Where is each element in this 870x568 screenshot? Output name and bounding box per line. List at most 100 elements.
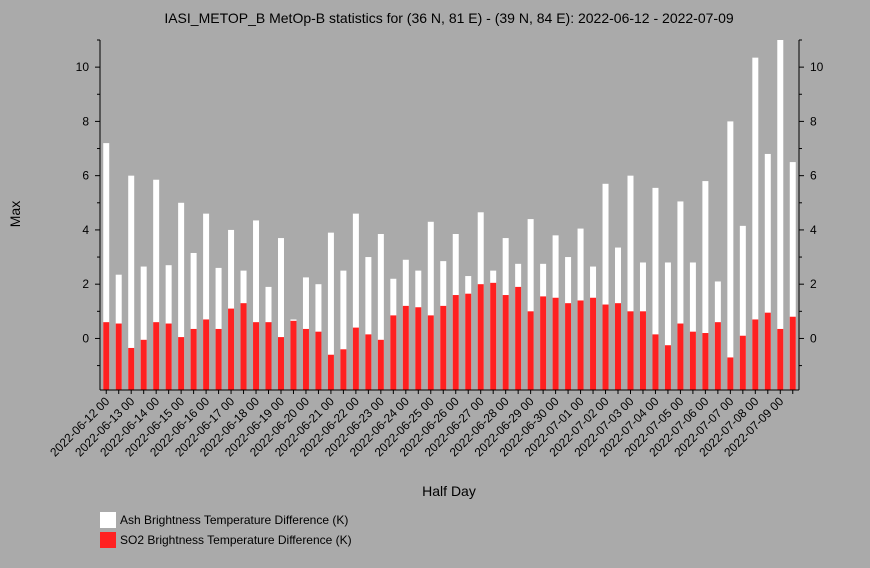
ash-bar — [427, 221, 434, 390]
so2-bar — [240, 303, 247, 390]
ash-bar — [103, 143, 110, 390]
y-tick-label-left: 0 — [82, 331, 89, 345]
plot-area — [103, 40, 796, 391]
so2-bar — [552, 297, 559, 390]
so2-bar — [452, 295, 459, 390]
so2-bar — [702, 333, 709, 390]
so2-bar — [415, 307, 422, 390]
legend-swatch-ash — [100, 512, 116, 528]
so2-bar — [277, 337, 284, 390]
y-tick-label-left: 2 — [82, 277, 89, 291]
so2-bar — [377, 339, 384, 390]
so2-bar — [128, 347, 135, 390]
so2-bar — [140, 339, 147, 390]
so2-bar — [165, 323, 172, 390]
so2-bar — [540, 296, 547, 390]
ash-bar — [153, 179, 160, 390]
ash-bar — [377, 233, 384, 390]
so2-bar — [290, 320, 297, 390]
so2-bar — [764, 312, 771, 390]
y-tick-label-right: 2 — [810, 277, 817, 291]
y-tick-label-right: 4 — [810, 223, 817, 237]
ash-bar — [602, 183, 609, 390]
y-tick-label-left: 4 — [82, 223, 89, 237]
ash-bar — [652, 187, 659, 390]
ash-bar — [190, 252, 197, 390]
so2-bar — [639, 311, 646, 390]
so2-bar — [265, 322, 272, 390]
so2-bar — [153, 322, 160, 390]
so2-bar — [402, 305, 409, 390]
so2-bar — [502, 295, 509, 390]
y-tick-label-right: 10 — [810, 60, 824, 74]
legend: Ash Brightness Temperature Difference (K… — [100, 512, 352, 548]
so2-bar — [365, 334, 372, 390]
ash-bar — [739, 225, 746, 390]
so2-bar — [652, 334, 659, 390]
so2-bar — [190, 328, 197, 390]
x-axis-label: Half Day — [422, 483, 476, 499]
y-tick-label-right: 0 — [810, 331, 817, 345]
ash-bar — [365, 257, 372, 390]
so2-bar — [178, 337, 185, 390]
ash-bar — [277, 238, 284, 390]
so2-bar — [253, 322, 260, 390]
so2-bar — [440, 305, 447, 390]
ash-bar — [627, 175, 634, 390]
so2-bar — [490, 282, 497, 390]
ash-bar — [203, 213, 210, 390]
so2-bar — [302, 328, 309, 390]
chart-title: IASI_METOP_B MetOp-B statistics for (36 … — [164, 10, 734, 26]
y-tick-label-left: 8 — [82, 114, 89, 128]
so2-bar — [465, 293, 472, 390]
ash-bar — [664, 262, 671, 390]
so2-bar — [115, 323, 122, 390]
ash-bar — [702, 181, 709, 390]
so2-bar — [677, 323, 684, 390]
so2-bar — [352, 327, 359, 390]
so2-bar — [515, 286, 522, 390]
ash-bar — [253, 220, 260, 390]
so2-bar — [427, 315, 434, 390]
so2-bar — [615, 303, 622, 390]
ash-bar — [777, 40, 784, 390]
so2-bar — [602, 304, 609, 390]
so2-bar — [577, 300, 584, 390]
ash-bar — [727, 121, 734, 391]
so2-bar — [315, 331, 322, 390]
ash-bar — [140, 266, 147, 390]
so2-bar — [714, 322, 721, 390]
so2-bar — [789, 316, 796, 390]
legend-swatch-so2 — [100, 532, 116, 548]
so2-bar — [477, 284, 484, 390]
so2-bar — [228, 308, 235, 390]
so2-bar — [689, 331, 696, 390]
so2-bar — [590, 297, 597, 390]
y-tick-label-right: 6 — [810, 169, 817, 183]
legend-label-ash: Ash Brightness Temperature Difference (K… — [120, 513, 348, 527]
so2-bar — [727, 357, 734, 390]
ash-bar — [327, 232, 334, 390]
y-tick-label-right: 8 — [810, 114, 817, 128]
so2-bar — [203, 319, 210, 390]
ash-bar — [340, 270, 347, 390]
ash-bar — [527, 219, 534, 390]
ash-bar — [128, 175, 135, 390]
y-axis-label: Max — [7, 201, 23, 227]
y-tick-label-left: 10 — [76, 60, 90, 74]
so2-bar — [390, 315, 397, 390]
ash-bar — [352, 213, 359, 390]
ash-bar — [789, 162, 796, 390]
so2-bar — [627, 311, 634, 390]
ash-bar — [677, 201, 684, 390]
so2-bar — [527, 311, 534, 390]
so2-bar — [777, 328, 784, 390]
so2-bar — [103, 322, 110, 390]
ash-bar — [764, 153, 771, 390]
so2-bar — [739, 335, 746, 390]
ash-bar — [689, 262, 696, 390]
so2-bar — [664, 345, 671, 390]
